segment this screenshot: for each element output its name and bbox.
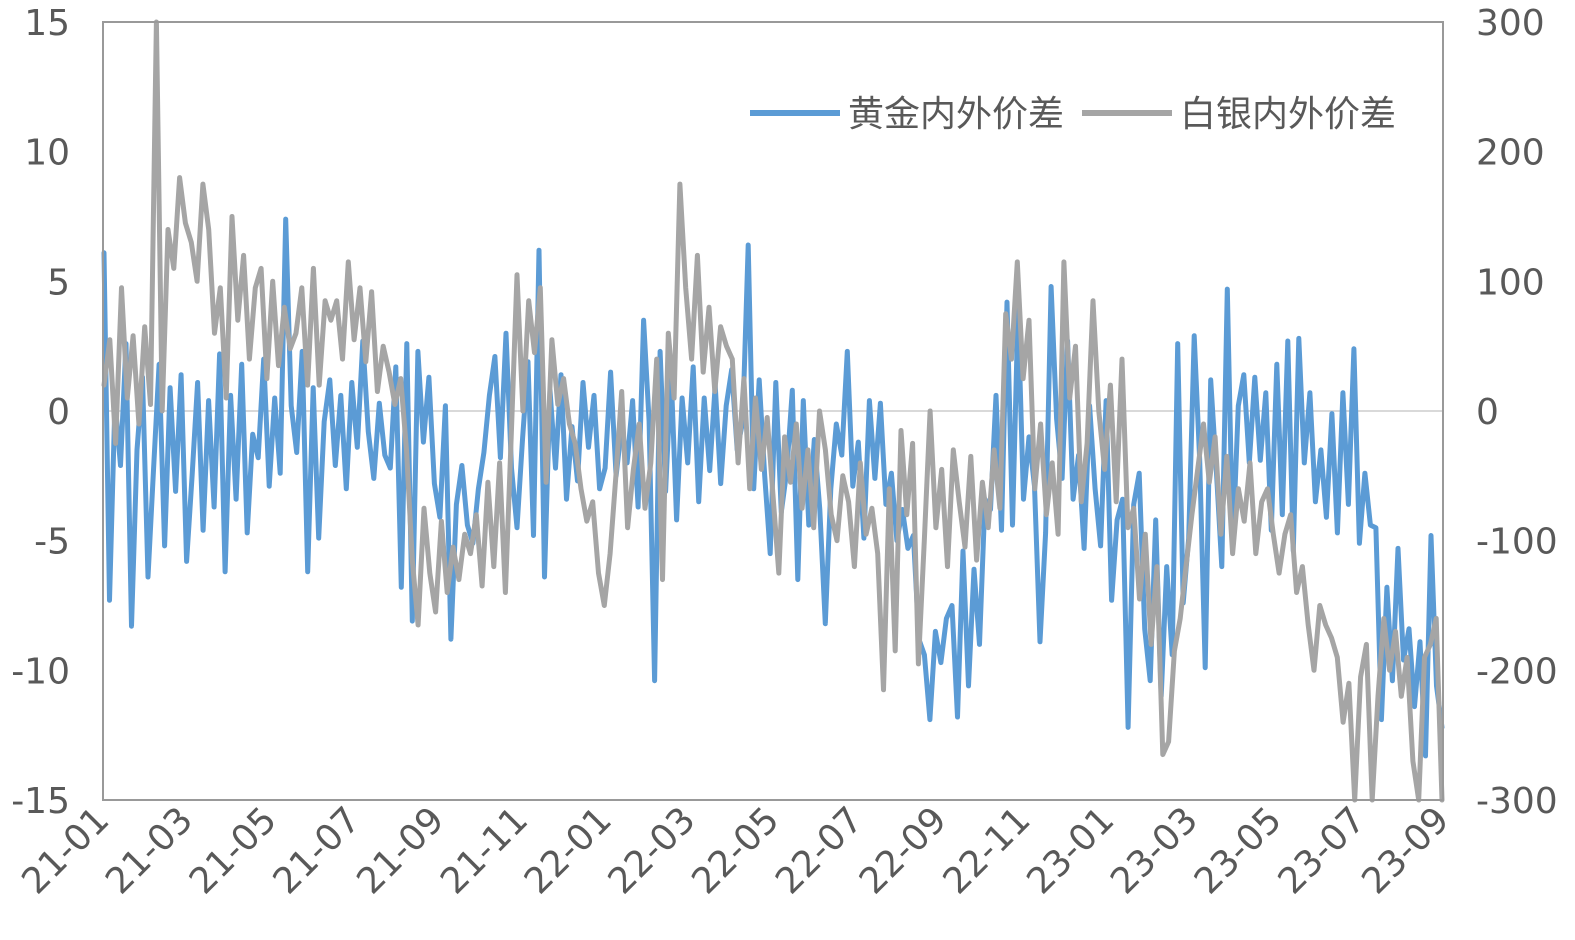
x-tick-label: 22-11 <box>936 799 1039 902</box>
right-y-axis-ticks: 300 200 100 0 -100 -200 -300 <box>1476 3 1558 822</box>
y-right-tick-label: -200 <box>1476 651 1558 692</box>
axis-layer <box>102 21 1444 801</box>
legend-label-gold: 黄金内外价差 <box>848 94 1064 135</box>
x-tick-label: 23-01 <box>1019 799 1122 902</box>
x-tick-label: 21-09 <box>349 799 452 902</box>
y-left-tick-label: 10 <box>24 133 70 174</box>
y-left-tick-label: 0 <box>47 392 70 433</box>
x-tick-label: 21-11 <box>433 799 536 902</box>
legend-label-silver: 白银内外价差 <box>1180 94 1396 135</box>
x-tick-label: 22-03 <box>601 799 704 902</box>
x-tick-label: 21-05 <box>182 799 285 902</box>
x-tick-label: 22-09 <box>852 799 955 902</box>
y-right-tick-label: -100 <box>1476 522 1558 563</box>
x-tick-label: 22-07 <box>768 799 871 902</box>
y-left-tick-label: -15 <box>11 781 70 822</box>
y-right-tick-label: 0 <box>1476 392 1499 433</box>
series-line-silver <box>101 19 1445 803</box>
y-right-tick-label: 300 <box>1476 3 1545 44</box>
x-tick-label: 23-09 <box>1354 799 1457 902</box>
y-left-tick-label: -10 <box>11 651 70 692</box>
plot-frame <box>102 21 1444 801</box>
x-tick-label: 23-03 <box>1103 799 1206 902</box>
x-tick-label: 21-03 <box>98 799 201 902</box>
y-left-tick-label: 15 <box>24 3 70 44</box>
left-y-axis-ticks: 15 10 5 0 -5 -10 -15 <box>11 3 70 822</box>
legend: 黄金内外价差 白银内外价差 <box>750 94 1396 135</box>
y-right-tick-label: 200 <box>1476 133 1545 174</box>
series-layer <box>101 19 1445 803</box>
y-left-tick-label: -5 <box>34 522 70 563</box>
y-right-tick-label: -300 <box>1476 781 1558 822</box>
y-left-tick-label: 5 <box>47 262 70 303</box>
x-tick-label: 23-07 <box>1271 799 1374 902</box>
y-right-tick-label: 100 <box>1476 262 1545 303</box>
x-tick-label: 21-07 <box>266 799 369 902</box>
x-tick-label: 23-05 <box>1187 799 1290 902</box>
x-axis-ticks: 21-0121-0321-0521-0721-0921-1122-0122-03… <box>14 799 1457 902</box>
x-tick-label: 22-01 <box>517 799 620 902</box>
x-tick-label: 22-05 <box>684 799 787 902</box>
